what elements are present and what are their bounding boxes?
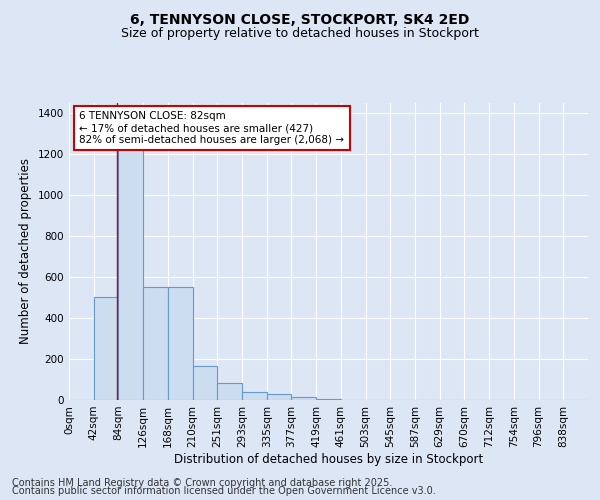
X-axis label: Distribution of detached houses by size in Stockport: Distribution of detached houses by size … [174, 452, 483, 466]
Bar [316, 399, 341, 400]
Y-axis label: Number of detached properties: Number of detached properties [19, 158, 32, 344]
Bar [143, 287, 168, 400]
Bar [94, 298, 118, 400]
Bar [242, 392, 267, 400]
Bar [193, 366, 217, 400]
Bar [118, 142, 143, 400]
Text: 6, TENNYSON CLOSE, STOCKPORT, SK4 2ED: 6, TENNYSON CLOSE, STOCKPORT, SK4 2ED [130, 12, 470, 26]
Text: Contains public sector information licensed under the Open Government Licence v3: Contains public sector information licen… [12, 486, 436, 496]
Bar [292, 397, 316, 400]
Bar [267, 394, 292, 400]
Text: 6 TENNYSON CLOSE: 82sqm
← 17% of detached houses are smaller (427)
82% of semi-d: 6 TENNYSON CLOSE: 82sqm ← 17% of detache… [79, 112, 344, 144]
Bar [168, 287, 193, 400]
Text: Size of property relative to detached houses in Stockport: Size of property relative to detached ho… [121, 28, 479, 40]
Bar [217, 382, 242, 400]
Text: Contains HM Land Registry data © Crown copyright and database right 2025.: Contains HM Land Registry data © Crown c… [12, 478, 392, 488]
